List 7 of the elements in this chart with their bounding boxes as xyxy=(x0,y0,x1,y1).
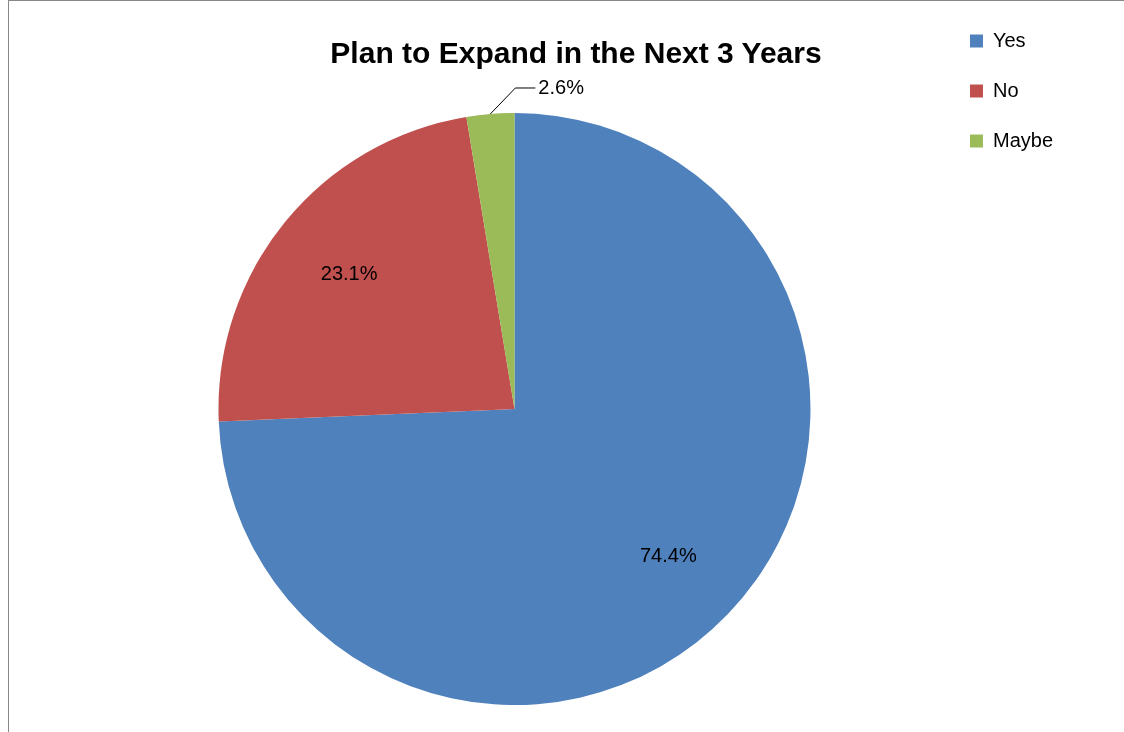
data-label: 74.4% xyxy=(639,543,697,566)
data-label: 23.1% xyxy=(320,262,378,285)
legend-label: Yes xyxy=(992,28,1026,51)
legend-label: No xyxy=(992,78,1019,101)
chart-title: Plan to Expand in the Next 3 Years xyxy=(330,36,822,70)
legend-label: Maybe xyxy=(992,128,1053,151)
data-label: 2.6% xyxy=(538,75,585,98)
